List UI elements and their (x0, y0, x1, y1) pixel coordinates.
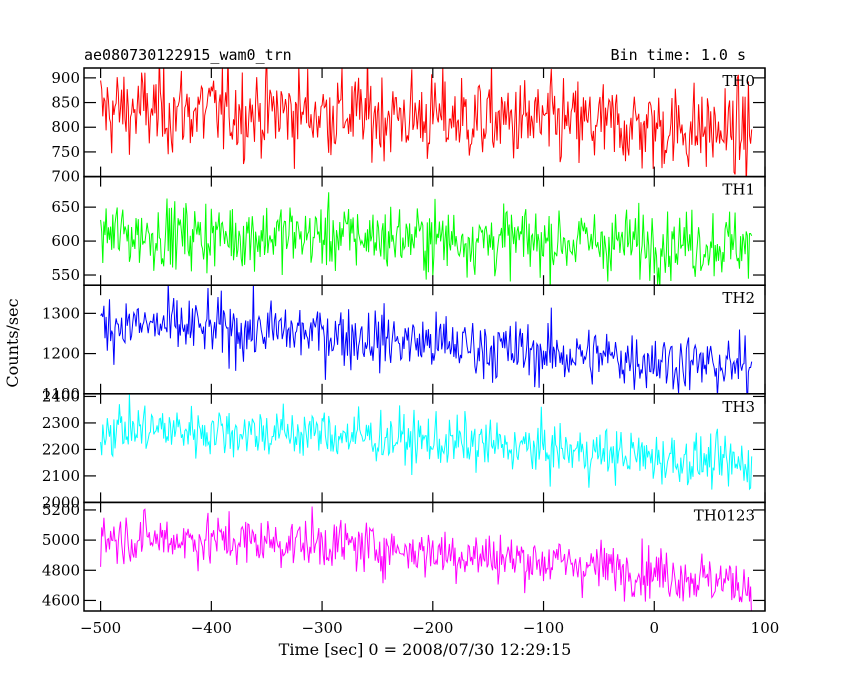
y-tick-label: 2400 (42, 387, 80, 405)
x-tick-label: −300 (301, 619, 342, 637)
y-tick-label: 2200 (42, 440, 80, 458)
x-tick-label: −100 (523, 619, 564, 637)
chart-title: ae080730122915_wam0_trn (84, 46, 292, 64)
x-tick-label: −200 (412, 619, 453, 637)
panel-label: TH1 (722, 181, 755, 199)
y-tick-label: 550 (51, 266, 80, 284)
panel-th3: 2000 2100 2200 2300 2400 TH3 (42, 387, 766, 511)
panel-th0123: 4600 4800 5000 5200 TH0123 (42, 501, 766, 612)
x-tick-label: −400 (191, 619, 232, 637)
y-tick-label: 750 (51, 143, 80, 161)
panels-group: 700 750 800 850 900 TH0 550 600 650 TH1 1100 1200 13… (42, 67, 766, 612)
y-tick-label: 5000 (42, 531, 80, 549)
x-axis-ticks: −500 −400 −300 −200 −100 0 100 (80, 619, 779, 637)
series-line-th3 (100, 393, 753, 491)
y-tick-label: 5200 (42, 501, 80, 519)
x-tick-label: 100 (751, 619, 780, 637)
y-tick-label: 650 (51, 198, 80, 216)
y-axis-label: Counts/sec (3, 298, 22, 387)
series-line-th1 (100, 192, 753, 286)
series-line-th0123 (100, 506, 752, 611)
panel-label: TH0123 (694, 506, 755, 524)
y-tick-label: 2300 (42, 414, 80, 432)
bin-time-label: Bin time: 1.0 s (611, 46, 746, 64)
y-tick-label: 850 (51, 94, 80, 112)
y-tick-label: 1100 (42, 385, 80, 403)
y-tick-label: 2100 (42, 467, 80, 485)
x-tick-label: −500 (80, 619, 121, 637)
panel-th1: 550 600 650 TH1 (51, 175, 766, 286)
y-tick-label: 700 (51, 168, 80, 186)
y-tick-label: 1200 (42, 345, 80, 363)
panel-th0: 700 750 800 850 900 TH0 (51, 67, 766, 186)
y-tick-label: 800 (51, 118, 80, 136)
x-tick-label: 0 (649, 619, 659, 637)
panel-label: TH0 (722, 72, 755, 90)
panel-label: TH2 (722, 289, 755, 307)
y-tick-label: 900 (51, 69, 80, 87)
series-line-th2 (100, 285, 753, 394)
y-tick-label: 1300 (42, 304, 80, 322)
y-tick-label: 600 (51, 232, 80, 250)
panel-th2: 1100 1200 1300 TH2 (42, 284, 766, 403)
panel-label: TH3 (722, 398, 755, 416)
x-axis-label: Time [sec] 0 = 2008/07/30 12:29:15 (279, 640, 572, 659)
series-line-th0 (100, 68, 753, 177)
y-tick-label: 4600 (42, 591, 80, 609)
panel-frame (83, 501, 766, 612)
y-tick-label: 4800 (42, 561, 80, 579)
y-tick-label: 2000 (42, 493, 80, 511)
